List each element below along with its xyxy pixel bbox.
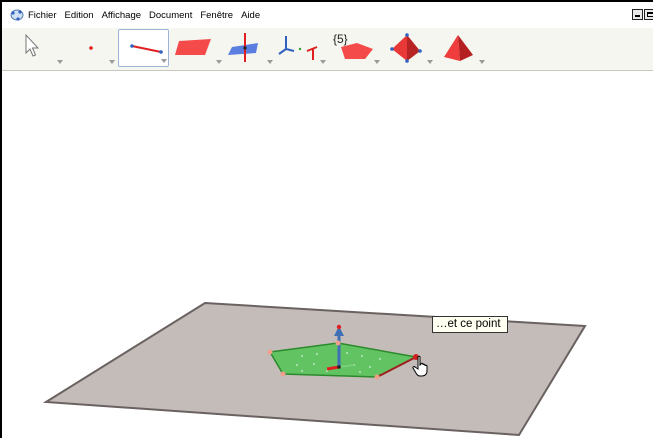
axes-tool[interactable] <box>275 29 327 67</box>
perpendicular-tool[interactable] <box>224 29 274 67</box>
sphere-tool-dropdown-icon[interactable] <box>427 60 433 64</box>
y-axis-vector <box>338 364 355 368</box>
menu-fenetre[interactable]: Fenêtre <box>200 9 234 21</box>
maximize-button[interactable] <box>644 9 653 20</box>
minimize-button[interactable] <box>632 9 643 20</box>
pentagon-vertices <box>267 340 419 380</box>
move-tool-dropdown-icon[interactable] <box>57 60 63 64</box>
point-tool-dropdown-icon[interactable] <box>109 60 115 64</box>
window-controls <box>631 9 653 20</box>
polyhedron-icon <box>390 33 422 63</box>
axis-top-point <box>336 324 342 330</box>
axes-tool-dropdown-icon[interactable] <box>320 60 326 64</box>
regular-polygon-icon: {5} <box>333 32 373 59</box>
segment-tool[interactable] <box>118 29 169 67</box>
toolbar: {5} <box>2 28 653 71</box>
tooltip: …et ce point <box>432 316 508 333</box>
regular-polygon-label: {5} <box>333 32 348 46</box>
graphics-3d-view[interactable]: …et ce point <box>2 71 653 438</box>
menu-document[interactable]: Document <box>149 9 193 21</box>
segment-tool-dropdown-icon[interactable] <box>161 59 167 63</box>
regular-polygon-tool[interactable]: {5} <box>329 29 381 67</box>
segment-preview <box>376 356 417 378</box>
plane-tool-dropdown-icon[interactable] <box>216 60 222 64</box>
segment-icon <box>130 44 163 54</box>
sphere-tool[interactable] <box>382 29 434 67</box>
point-tool[interactable] <box>66 29 116 67</box>
origin-point <box>337 365 341 369</box>
hand-cursor-icon <box>412 355 428 377</box>
menubar: Fichier Edition Affichage Document Fenêt… <box>2 2 653 28</box>
axes-icon <box>278 36 318 60</box>
arrow-cursor-icon <box>25 33 40 57</box>
menu-affichage[interactable]: Affichage <box>101 9 142 21</box>
pentagon-grid-dots <box>296 352 381 373</box>
perpendicular-plane-icon <box>228 33 258 62</box>
perpendicular-tool-dropdown-icon[interactable] <box>267 60 273 64</box>
plane-tool[interactable] <box>171 29 223 67</box>
pyramid-tool[interactable] <box>434 29 486 67</box>
regular-polygon-tool-dropdown-icon[interactable] <box>374 60 380 64</box>
move-tool[interactable] <box>14 29 64 67</box>
pyramid-icon <box>444 35 473 61</box>
pyramid-tool-dropdown-icon[interactable] <box>479 60 485 64</box>
plane-icon <box>175 39 211 55</box>
menu-edition[interactable]: Edition <box>64 9 94 21</box>
menu-aide[interactable]: Aide <box>241 9 261 21</box>
z-axis-arrowhead <box>334 326 344 336</box>
point-icon <box>89 46 93 50</box>
scene-3d <box>42 301 587 437</box>
menu-fichier[interactable]: Fichier <box>28 9 57 21</box>
geogebra-icon <box>10 9 24 21</box>
x-axis-vector <box>326 365 340 371</box>
